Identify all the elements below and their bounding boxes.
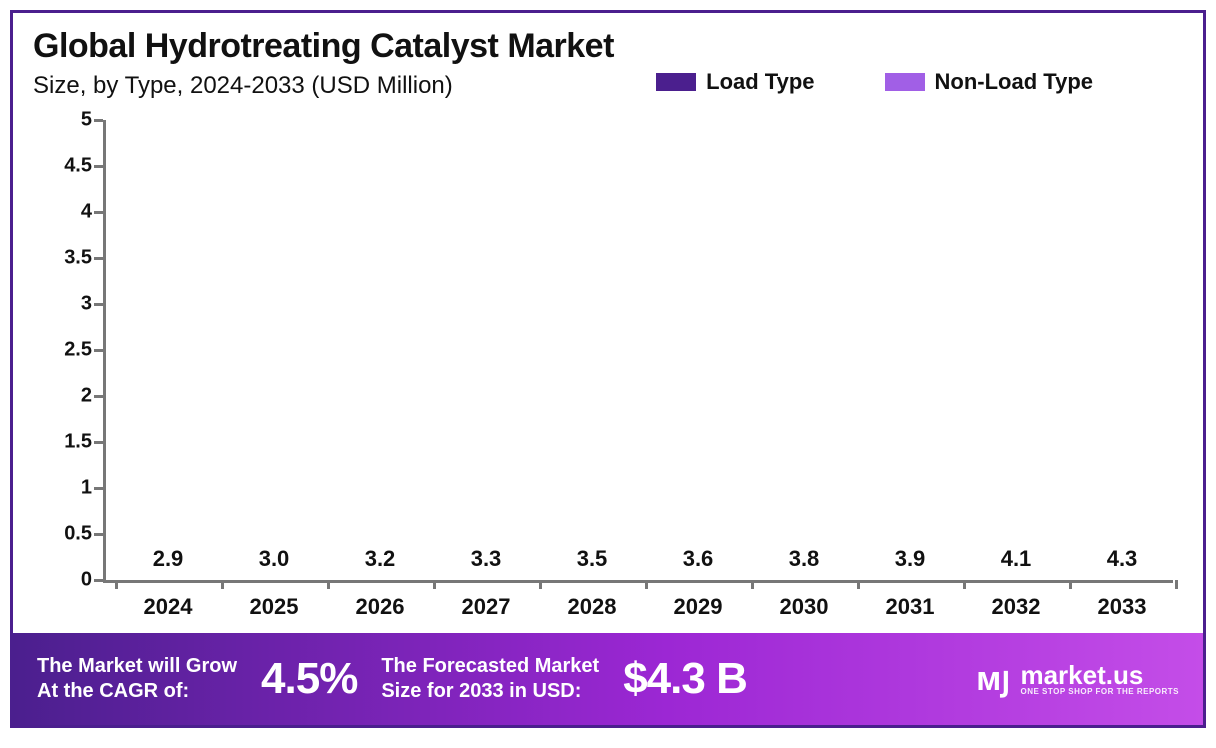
x-tick	[645, 580, 648, 589]
y-tick	[94, 579, 103, 582]
bar-total-label: 3.5	[577, 546, 608, 572]
x-tick	[539, 580, 542, 589]
y-axis-label: 5	[81, 109, 92, 132]
footer-forecast-value: $4.3 B	[623, 654, 747, 704]
logo-mark-icon: ᴍյ	[976, 659, 1010, 699]
y-tick	[94, 395, 103, 398]
x-axis-label: 2024	[144, 594, 193, 620]
bar-total-label: 3.9	[895, 546, 926, 572]
y-axis-label: 4	[81, 201, 92, 224]
header: Global Hydrotreating Catalyst Market Siz…	[13, 13, 1203, 100]
x-axis-label: 2032	[992, 594, 1041, 620]
bar-total-label: 3.0	[259, 546, 290, 572]
x-tick	[751, 580, 754, 589]
footer-cagr-line2: At the CAGR of:	[37, 679, 237, 704]
x-axis-label: 2027	[462, 594, 511, 620]
footer-cagr-line1: The Market will Grow	[37, 654, 237, 679]
bar-total-label: 4.1	[1001, 546, 1032, 572]
footer-banner: The Market will Grow At the CAGR of: 4.5…	[13, 633, 1203, 725]
legend-item-load: Load Type	[656, 69, 814, 95]
footer-logo: ᴍյ market.us ONE STOP SHOP FOR THE REPOR…	[976, 659, 1179, 699]
y-tick	[94, 119, 103, 122]
x-axis-label: 2030	[780, 594, 829, 620]
y-axis-label: 0	[81, 569, 92, 592]
y-tick	[94, 349, 103, 352]
y-tick	[94, 487, 103, 490]
subtitle-row: Size, by Type, 2024-2033 (USD Million) L…	[33, 62, 1183, 100]
y-axis-label: 2.5	[64, 339, 92, 362]
legend-swatch-load	[656, 73, 696, 91]
chart-title: Global Hydrotreating Catalyst Market	[33, 27, 1183, 66]
y-tick	[94, 165, 103, 168]
footer-cagr-value: 4.5%	[261, 654, 357, 704]
x-tick	[115, 580, 118, 589]
y-axis-label: 1	[81, 477, 92, 500]
logo-name: market.us	[1020, 662, 1179, 688]
legend-label-load: Load Type	[706, 69, 814, 95]
footer-forecast-line1: The Forecasted Market	[381, 654, 599, 679]
plot: 00.511.522.533.544.552.920243.020253.220…	[103, 120, 1173, 583]
y-axis-label: 4.5	[64, 155, 92, 178]
bar-total-label: 3.8	[789, 546, 820, 572]
logo-tagline: ONE STOP SHOP FOR THE REPORTS	[1020, 688, 1179, 696]
x-axis-label: 2028	[568, 594, 617, 620]
x-tick	[221, 580, 224, 589]
legend-swatch-nonload	[885, 73, 925, 91]
x-tick	[963, 580, 966, 589]
y-axis-label: 1.5	[64, 431, 92, 454]
legend: Load Type Non-Load Type	[656, 69, 1093, 95]
x-tick	[433, 580, 436, 589]
chart-frame: Global Hydrotreating Catalyst Market Siz…	[10, 10, 1206, 728]
x-tick	[1069, 580, 1072, 589]
x-axis-label: 2033	[1098, 594, 1147, 620]
y-tick	[94, 211, 103, 214]
y-axis-label: 3	[81, 293, 92, 316]
y-axis-label: 2	[81, 385, 92, 408]
footer-cagr-text: The Market will Grow At the CAGR of:	[37, 654, 237, 704]
footer-forecast-line2: Size for 2033 in USD:	[381, 679, 599, 704]
legend-label-nonload: Non-Load Type	[935, 69, 1093, 95]
y-tick	[94, 441, 103, 444]
y-tick	[94, 533, 103, 536]
logo-name-block: market.us ONE STOP SHOP FOR THE REPORTS	[1020, 662, 1179, 696]
x-axis-label: 2025	[250, 594, 299, 620]
chart-subtitle: Size, by Type, 2024-2033 (USD Million)	[33, 72, 453, 100]
x-tick	[1175, 580, 1178, 589]
bar-total-label: 3.6	[683, 546, 714, 572]
y-axis-label: 3.5	[64, 247, 92, 270]
x-tick	[327, 580, 330, 589]
y-tick	[94, 257, 103, 260]
x-axis-label: 2026	[356, 594, 405, 620]
bar-total-label: 4.3	[1107, 546, 1138, 572]
footer-forecast-text: The Forecasted Market Size for 2033 in U…	[381, 654, 599, 704]
bar-total-label: 3.2	[365, 546, 396, 572]
y-tick	[94, 303, 103, 306]
bar-total-label: 2.9	[153, 546, 184, 572]
legend-item-nonload: Non-Load Type	[885, 69, 1093, 95]
bar-total-label: 3.3	[471, 546, 502, 572]
chart-area: 0 0.5 1 1.5 2 2.5 3 3.5 4 4.5 5 2.9 2024 3.0 2025 3.2 20…	[33, 110, 1183, 633]
x-axis-label: 2031	[886, 594, 935, 620]
x-axis-label: 2029	[674, 594, 723, 620]
x-tick	[857, 580, 860, 589]
y-axis-label: 0.5	[64, 523, 92, 546]
